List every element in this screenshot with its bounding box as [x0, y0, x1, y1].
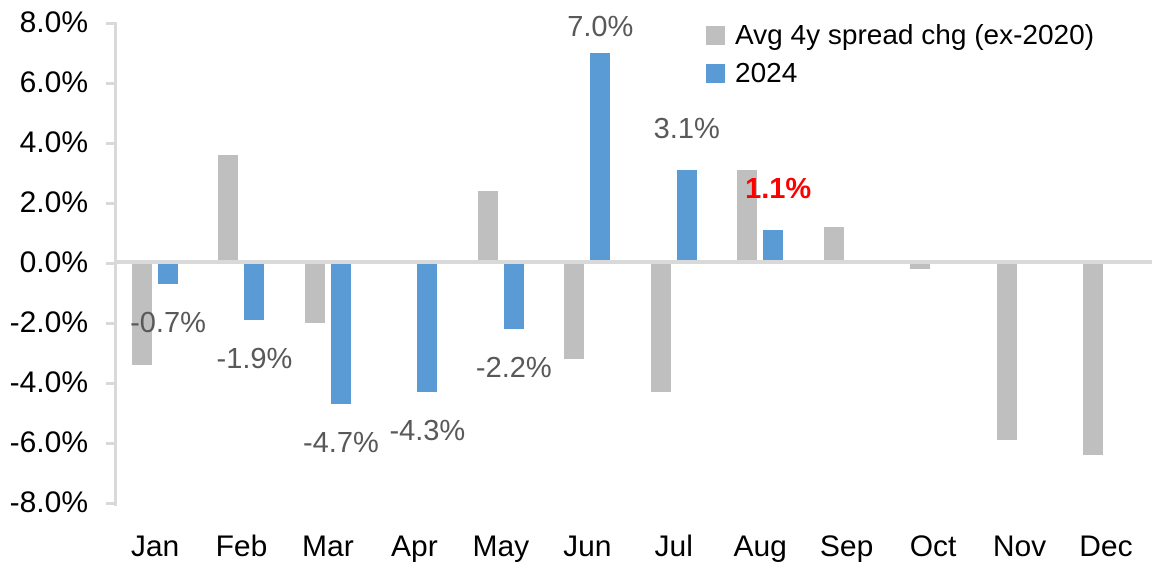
- legend-item-avg-4y: Avg 4y spread chg (ex-2020): [706, 16, 1094, 54]
- y-axis-label-6.0pct: 6.0%: [19, 66, 88, 99]
- bar-avg-sep: [823, 227, 844, 263]
- x-axis-label-jul: Jul: [654, 530, 693, 563]
- x-axis-label-oct: Oct: [909, 530, 957, 563]
- bar-avg-jun: [564, 263, 585, 359]
- bar-2024-feb: [244, 263, 265, 320]
- x-axis-label-feb: Feb: [215, 530, 268, 563]
- zero-line: [117, 260, 1152, 264]
- x-axis-label-mar: Mar: [302, 530, 354, 563]
- bar-avg-feb: [218, 155, 239, 263]
- x-axis-label-jan: Jan: [130, 530, 180, 563]
- bar-avg-dec: [1082, 263, 1103, 455]
- data-label-may: -2.2%: [475, 352, 552, 384]
- x-axis-label-may: May: [472, 530, 530, 563]
- x-axis-label-sep: Sep: [819, 530, 874, 563]
- data-label-jul: 3.1%: [653, 113, 720, 145]
- bar-avg-mar: [304, 263, 325, 323]
- x-axis-label-dec: Dec: [1079, 530, 1133, 563]
- y-axis-tick: [106, 261, 117, 265]
- bar-avg-jan: [132, 263, 152, 365]
- x-axis-label-apr: Apr: [391, 530, 438, 563]
- bar-2024-may: [503, 263, 524, 329]
- bar-avg-jul: [650, 263, 671, 392]
- legend: Avg 4y spread chg (ex-2020) 2024: [706, 16, 1094, 92]
- legend-item-2024: 2024: [706, 54, 1094, 92]
- data-label-aug: 1.1%: [745, 173, 812, 205]
- data-label-jun: 7.0%: [567, 11, 634, 43]
- y-axis-label--4.0pct: -4.0%: [9, 366, 88, 399]
- y-axis-tick: [106, 441, 117, 445]
- legend-swatch-gray-icon: [706, 25, 725, 45]
- x-axis-label-jun: Jun: [563, 530, 612, 563]
- y-axis-label-2.0pct: 2.0%: [19, 186, 88, 219]
- y-axis-tick: [106, 141, 117, 145]
- data-label-jan: -0.7%: [130, 307, 206, 339]
- y-axis-tick: [106, 321, 117, 325]
- y-axis-label--6.0pct: -6.0%: [9, 426, 88, 459]
- data-label-mar: -4.7%: [303, 427, 379, 459]
- y-axis-tick: [106, 501, 117, 505]
- bar-2024-aug: [763, 230, 784, 263]
- y-axis-label-8.0pct: 8.0%: [19, 6, 88, 39]
- y-axis-tick: [106, 381, 117, 385]
- bar-avg-nov: [996, 263, 1017, 440]
- bar-avg-may: [477, 191, 498, 263]
- data-label-feb: -1.9%: [216, 343, 293, 375]
- bar-avg-aug: [737, 170, 758, 263]
- y-axis-label-0.0pct: 0.0%: [19, 246, 88, 279]
- bar-2024-jun: [590, 53, 611, 263]
- y-axis-tick: [106, 201, 117, 205]
- y-axis-tick: [106, 21, 117, 25]
- y-axis-line: [114, 22, 117, 506]
- bar-2024-apr: [417, 263, 438, 392]
- bar-2024-jan: [158, 263, 178, 284]
- y-axis-label--8.0pct: -8.0%: [9, 486, 88, 519]
- bar-2024-mar: [330, 263, 351, 404]
- legend-swatch-blue-icon: [706, 63, 725, 83]
- y-axis-tick: [106, 81, 117, 85]
- data-label-apr: -4.3%: [389, 415, 466, 447]
- y-axis-label-4.0pct: 4.0%: [19, 126, 88, 159]
- y-axis-label--2.0pct: -2.0%: [9, 306, 88, 339]
- x-axis-label-aug: Aug: [733, 530, 787, 563]
- legend-label-2024: 2024: [735, 57, 798, 88]
- legend-label-avg-4y: Avg 4y spread chg (ex-2020): [735, 19, 1095, 50]
- bar-avg-oct: [910, 263, 931, 269]
- x-axis-label-nov: Nov: [992, 530, 1047, 563]
- bar-2024-jul: [676, 170, 697, 263]
